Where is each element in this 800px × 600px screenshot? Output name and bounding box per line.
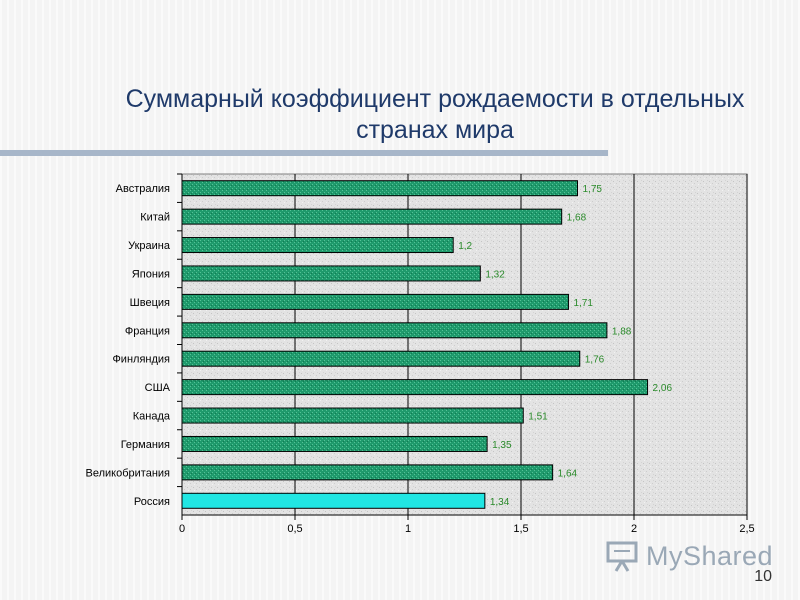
bar bbox=[181, 464, 554, 481]
slide-title: Суммарный коэффициент рождаемости в отде… bbox=[125, 85, 745, 144]
category-label: Финляндия bbox=[112, 354, 170, 366]
data-label: 2,06 bbox=[653, 383, 673, 394]
bar bbox=[181, 208, 563, 225]
category-label: Швеция bbox=[130, 297, 170, 309]
bar bbox=[181, 435, 488, 452]
category-label: США bbox=[145, 382, 171, 394]
bar bbox=[181, 407, 524, 424]
category-label: Россия bbox=[134, 496, 170, 508]
category-label: Австралия bbox=[116, 183, 170, 195]
data-label: 1,51 bbox=[528, 412, 548, 423]
category-label: Украина bbox=[128, 240, 171, 252]
category-label: Япония bbox=[132, 268, 170, 280]
plot-area bbox=[181, 173, 748, 516]
category-label: Канада bbox=[133, 411, 171, 423]
data-label: 1,2 bbox=[458, 241, 472, 252]
watermark-text: MyShared bbox=[646, 540, 774, 571]
data-label: 1,35 bbox=[492, 440, 512, 451]
bar bbox=[181, 237, 454, 254]
x-tick-label: 2 bbox=[631, 523, 637, 535]
category-label: Франция bbox=[125, 325, 170, 337]
x-tick-label: 1,5 bbox=[513, 523, 528, 535]
x-tick-label: 1 bbox=[405, 523, 411, 535]
bar bbox=[181, 350, 581, 367]
bar bbox=[181, 492, 486, 509]
title-divider bbox=[0, 150, 608, 156]
data-label: 1,76 bbox=[585, 355, 605, 366]
watermark: MyShared bbox=[606, 536, 773, 576]
category-label: Великобритания bbox=[86, 467, 171, 479]
slide-number: 10 bbox=[754, 568, 772, 585]
data-label: 1,32 bbox=[485, 269, 505, 280]
category-label: Германия bbox=[121, 439, 170, 451]
x-tick-label: 0 bbox=[179, 523, 185, 535]
data-label: 1,64 bbox=[558, 468, 578, 479]
bar bbox=[181, 322, 608, 339]
category-label: Китай bbox=[140, 212, 170, 224]
presentation-icon bbox=[606, 541, 638, 572]
x-tick-label: 0,5 bbox=[287, 523, 302, 535]
data-label: 1,34 bbox=[490, 497, 510, 508]
bar bbox=[181, 265, 481, 282]
bar bbox=[181, 293, 569, 310]
bar bbox=[181, 180, 578, 197]
bar bbox=[181, 379, 649, 396]
data-label: 1,68 bbox=[567, 213, 587, 224]
data-label: 1,71 bbox=[573, 298, 593, 309]
data-label: 1,88 bbox=[612, 326, 632, 337]
x-tick-label: 2,5 bbox=[739, 523, 754, 535]
data-label: 1,75 bbox=[583, 184, 603, 195]
